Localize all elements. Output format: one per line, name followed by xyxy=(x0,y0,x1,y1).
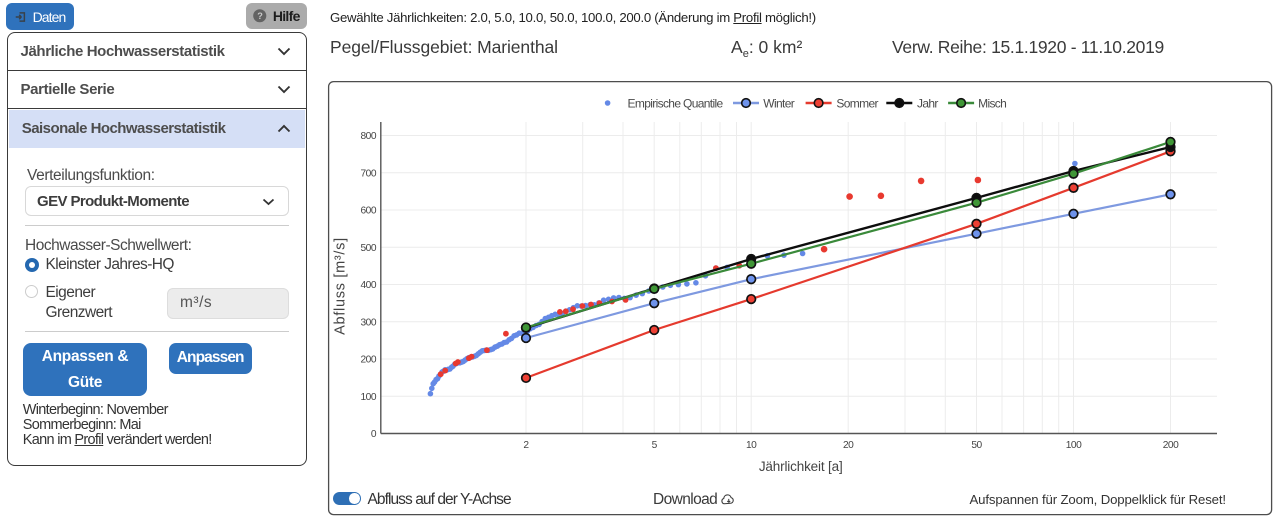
svg-text:300: 300 xyxy=(361,317,377,328)
svg-text:Empirische Quantile: Empirische Quantile xyxy=(628,96,724,110)
svg-text:200: 200 xyxy=(361,355,377,366)
svg-text:100: 100 xyxy=(361,392,377,403)
svg-text:Winter: Winter xyxy=(763,96,794,110)
svg-text:Abfluss [m³/s]: Abfluss [m³/s] xyxy=(333,237,349,335)
svg-text:?: ? xyxy=(258,11,264,21)
svg-text:700: 700 xyxy=(361,168,377,179)
svg-text:5: 5 xyxy=(652,440,658,451)
svg-text:20: 20 xyxy=(843,440,854,451)
svg-text:Sommer: Sommer xyxy=(836,96,878,110)
svg-text:10: 10 xyxy=(746,440,757,451)
svg-text:100: 100 xyxy=(1066,440,1082,451)
svg-text:Jahr: Jahr xyxy=(917,96,938,110)
svg-text:800: 800 xyxy=(361,131,377,142)
svg-text:200: 200 xyxy=(1163,440,1179,451)
svg-text:600: 600 xyxy=(361,206,377,217)
svg-text:0: 0 xyxy=(371,429,377,440)
svg-text:Jährlichkeit [a]: Jährlichkeit [a] xyxy=(759,459,843,474)
svg-text:Misch: Misch xyxy=(978,96,1006,110)
svg-text:400: 400 xyxy=(361,280,377,291)
svg-text:50: 50 xyxy=(971,440,982,451)
svg-text:500: 500 xyxy=(361,243,377,254)
svg-text:2: 2 xyxy=(523,440,529,451)
